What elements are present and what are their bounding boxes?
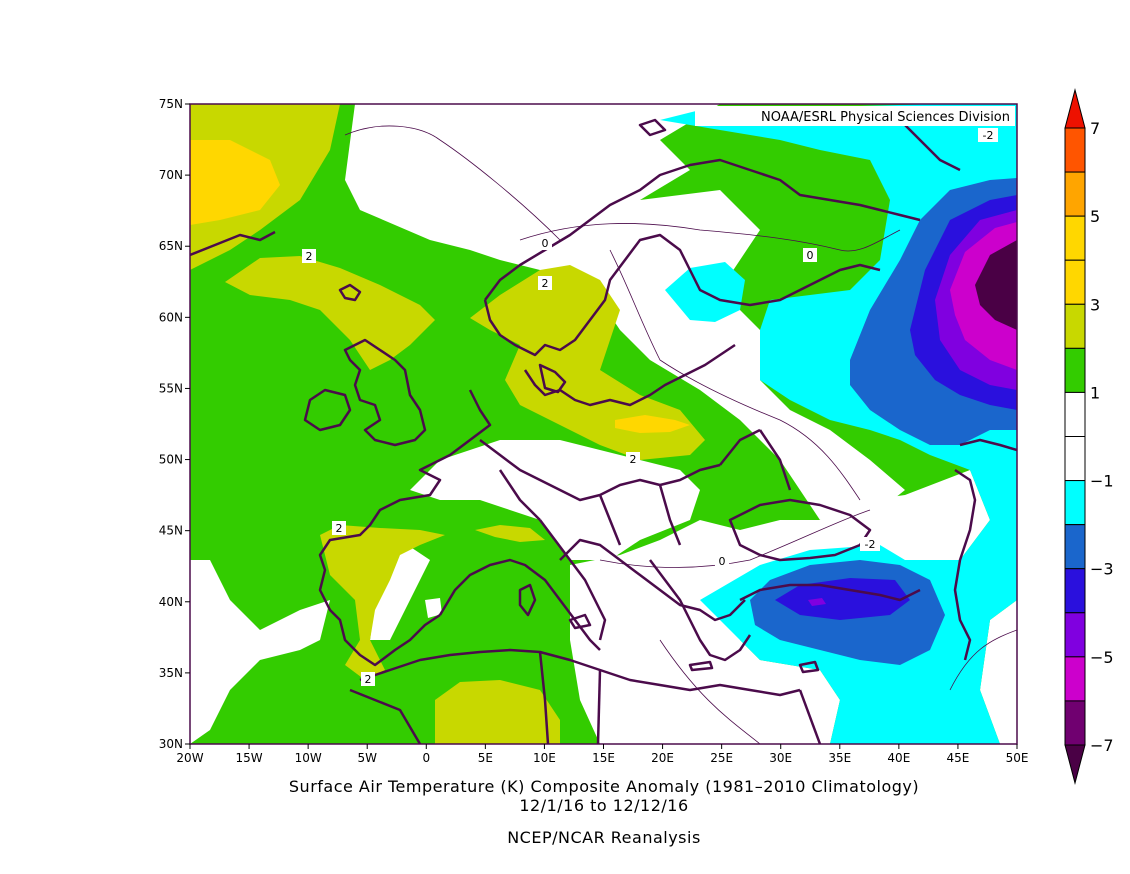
contour-label: 2 <box>365 673 372 686</box>
lat-tick-label: 60N <box>159 310 183 324</box>
contour-labels: -2 0 0 2 2 2 2 2 -2 0 <box>302 128 998 686</box>
lat-tick-label: 45N <box>159 524 183 538</box>
caption-source: NCEP/NCAR Reanalysis <box>507 828 701 847</box>
colorbar-segment <box>1064 436 1086 482</box>
colorbar-segment <box>1064 568 1086 614</box>
lon-tick-label: 0 <box>422 751 430 765</box>
neutral-region-east <box>980 600 1017 744</box>
contour-label: 0 <box>807 249 814 262</box>
warm-region-iceland <box>225 256 435 370</box>
credit-background <box>695 106 1015 126</box>
contour-label: 0 <box>542 237 549 250</box>
lat-tick-label: 75N <box>159 97 183 111</box>
contour-label: 2 <box>336 522 343 535</box>
colorbar-label: −1 <box>1090 472 1114 491</box>
lon-tick-label: 25E <box>710 751 733 765</box>
lat-tick-label: 50N <box>159 453 183 467</box>
colorbar-label: 5 <box>1090 207 1100 226</box>
contour-label: 2 <box>630 453 637 466</box>
colorbar-label: 7 <box>1090 119 1100 138</box>
latitude-axis: 75N 70N 65N 60N 55N 50N 45N 40N 35N 30N <box>159 97 190 751</box>
lon-tick-label: 20W <box>176 751 203 765</box>
colorbar-segment <box>1064 700 1086 746</box>
lon-tick-label: 5E <box>478 751 493 765</box>
lon-tick-label: 45E <box>946 751 969 765</box>
very-cold-region-black-sea <box>775 578 910 620</box>
colorbar-label: −7 <box>1090 736 1114 755</box>
colorbar-segment <box>1064 391 1086 437</box>
colorbar-label: 1 <box>1090 383 1100 402</box>
contour-label: 2 <box>542 277 549 290</box>
neutral-region-south <box>570 470 990 744</box>
extreme-cold-region-core <box>975 240 1017 330</box>
contour-label: 0 <box>719 555 726 568</box>
lon-tick-label: 50E <box>1006 751 1029 765</box>
neutral-region-spot <box>425 598 442 618</box>
lon-tick-label: 15W <box>236 751 263 765</box>
lat-tick-label: 30N <box>159 737 183 751</box>
contour-label: -2 <box>983 129 994 142</box>
lat-tick-label: 65N <box>159 239 183 253</box>
lat-tick-label: 55N <box>159 381 183 395</box>
colorbar-segment <box>1064 612 1086 658</box>
lat-tick-label: 35N <box>159 666 183 680</box>
warm-region-iberia <box>320 525 445 680</box>
lon-tick-label: 20E <box>651 751 674 765</box>
contour-label: -2 <box>865 538 876 551</box>
colorbar-bottom-arrow <box>1064 744 1086 785</box>
neutral-region-north <box>345 104 905 520</box>
lon-tick-label: 40E <box>887 751 910 765</box>
colorbar-label: −3 <box>1090 560 1114 579</box>
lon-tick-label: 30E <box>769 751 792 765</box>
colorbar-label: −5 <box>1090 648 1114 667</box>
colorbar: 7 5 3 1 −1 −3 −5 −7 <box>1064 88 1114 785</box>
colorbar-segment <box>1064 347 1086 393</box>
credit-text: NOAA/ESRL Physical Sciences Division <box>761 110 1010 125</box>
caption-title: Surface Air Temperature (K) Composite An… <box>289 777 919 796</box>
contour-lines <box>344 125 1017 744</box>
colorbar-label: 3 <box>1090 295 1100 314</box>
neutral-region-west <box>190 560 330 744</box>
warm-region-scandinavia <box>470 265 705 460</box>
colorbar-top-arrow <box>1064 88 1086 129</box>
lon-tick-label: 5W <box>357 751 377 765</box>
lat-tick-label: 70N <box>159 168 183 182</box>
hot-region-poland <box>615 415 690 433</box>
colorbar-segment <box>1064 303 1086 349</box>
colorbar-segment <box>1064 524 1086 570</box>
warm-region-sahara <box>435 680 560 744</box>
caption-dates: 12/1/16 to 12/12/16 <box>519 796 688 815</box>
colorbar-segment <box>1064 480 1086 526</box>
lon-tick-label: 10E <box>533 751 556 765</box>
longitude-axis: 20W 15W 10W 5W 0 5E 10E 15E 20E 25E 30E 35E 40E 45E 50… <box>176 744 1028 765</box>
colorbar-segment <box>1064 127 1086 173</box>
coastlines <box>190 118 1017 744</box>
lon-tick-label: 15E <box>592 751 615 765</box>
lat-tick-label: 40N <box>159 595 183 609</box>
hot-region-greenland <box>190 140 280 225</box>
map-plot-area: -2 0 0 2 2 2 2 2 -2 0 NOAA/ESRL Physical… <box>190 104 1017 744</box>
contour-label: 2 <box>306 250 313 263</box>
cold-spot-black-sea <box>808 598 826 606</box>
colorbar-segment <box>1064 215 1086 261</box>
warm-region-alps <box>475 525 545 542</box>
lon-tick-label: 10W <box>295 751 322 765</box>
lon-tick-label: 35E <box>828 751 851 765</box>
neutral-region-central <box>410 440 700 560</box>
colorbar-segment <box>1064 656 1086 702</box>
colorbar-segment <box>1064 259 1086 305</box>
colorbar-segment <box>1064 171 1086 217</box>
